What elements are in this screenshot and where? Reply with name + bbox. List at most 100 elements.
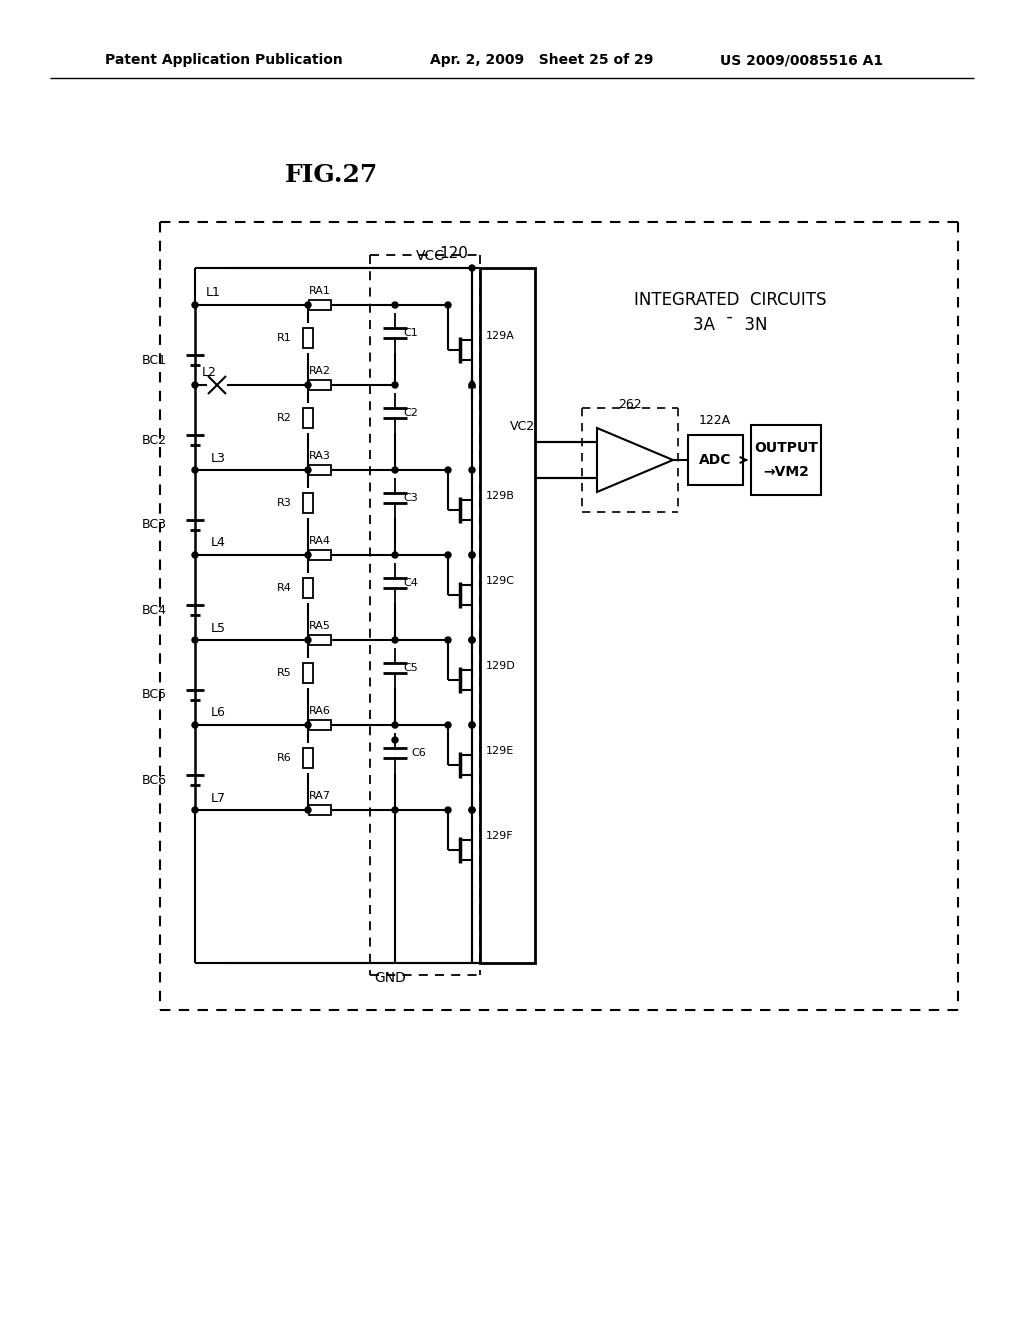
Text: →VM2: →VM2 — [763, 465, 809, 479]
Circle shape — [445, 302, 451, 308]
Text: RA1: RA1 — [309, 286, 331, 296]
Text: RA7: RA7 — [309, 791, 331, 801]
Text: L1: L1 — [206, 286, 220, 300]
Circle shape — [445, 807, 451, 813]
Text: RA6: RA6 — [309, 706, 331, 715]
Circle shape — [305, 722, 311, 729]
Text: Patent Application Publication: Patent Application Publication — [105, 53, 343, 67]
Circle shape — [392, 381, 398, 388]
Text: R4: R4 — [278, 583, 292, 593]
Bar — [309, 550, 331, 560]
Circle shape — [193, 638, 198, 643]
Text: R6: R6 — [278, 752, 292, 763]
Text: GND: GND — [374, 972, 406, 985]
Text: 129F: 129F — [486, 832, 514, 841]
Text: BC5: BC5 — [142, 689, 167, 701]
Circle shape — [469, 722, 475, 729]
Bar — [303, 408, 313, 428]
Text: INTEGRATED  CIRCUITS: INTEGRATED CIRCUITS — [634, 290, 826, 309]
Text: 3A  ¯  3N: 3A ¯ 3N — [693, 315, 767, 334]
Text: RA3: RA3 — [309, 451, 331, 461]
Text: BC6: BC6 — [142, 774, 167, 787]
Bar — [309, 805, 331, 814]
Text: C4: C4 — [403, 578, 419, 587]
Text: R2: R2 — [278, 413, 292, 422]
Bar — [303, 748, 313, 768]
Text: C3: C3 — [403, 492, 419, 503]
Text: R5: R5 — [278, 668, 292, 678]
Circle shape — [469, 807, 475, 813]
Circle shape — [392, 552, 398, 558]
Text: ADC: ADC — [698, 453, 731, 467]
Circle shape — [469, 807, 475, 813]
Circle shape — [193, 467, 198, 473]
Text: VC2: VC2 — [510, 421, 536, 433]
Circle shape — [469, 467, 475, 473]
Circle shape — [445, 552, 451, 558]
Bar — [480, 268, 535, 964]
Circle shape — [469, 381, 475, 388]
Text: 129C: 129C — [486, 576, 515, 586]
Circle shape — [392, 638, 398, 643]
Bar — [303, 578, 313, 598]
Text: VCC: VCC — [416, 249, 444, 263]
Text: C1: C1 — [403, 327, 419, 338]
Circle shape — [392, 737, 398, 743]
Text: C2: C2 — [403, 408, 419, 418]
Text: L2: L2 — [202, 367, 216, 380]
Text: BC3: BC3 — [142, 519, 167, 532]
Circle shape — [445, 722, 451, 729]
Text: RA4: RA4 — [309, 536, 331, 546]
Circle shape — [469, 722, 475, 729]
Circle shape — [392, 722, 398, 729]
Text: US 2009/0085516 A1: US 2009/0085516 A1 — [720, 53, 883, 67]
Text: L6: L6 — [211, 706, 225, 719]
Bar — [303, 492, 313, 513]
Circle shape — [469, 552, 475, 558]
Text: BC1: BC1 — [142, 354, 167, 367]
Circle shape — [445, 467, 451, 473]
Text: 122A: 122A — [699, 414, 731, 428]
Text: C6: C6 — [411, 748, 426, 758]
Circle shape — [392, 807, 398, 813]
Text: 129B: 129B — [486, 491, 515, 502]
Circle shape — [469, 265, 475, 271]
Text: R3: R3 — [278, 498, 292, 508]
Text: L4: L4 — [211, 536, 225, 549]
Text: L7: L7 — [211, 792, 225, 804]
Bar — [751, 425, 821, 495]
Text: OUTPUT: OUTPUT — [754, 441, 818, 455]
Text: L3: L3 — [211, 451, 225, 465]
Text: Apr. 2, 2009   Sheet 25 of 29: Apr. 2, 2009 Sheet 25 of 29 — [430, 53, 653, 67]
Bar — [309, 300, 331, 310]
Text: RA2: RA2 — [309, 366, 331, 376]
Bar — [309, 719, 331, 730]
Text: 262: 262 — [618, 399, 642, 412]
Circle shape — [305, 807, 311, 813]
Circle shape — [305, 302, 311, 308]
Circle shape — [469, 638, 475, 643]
Text: FIG.27: FIG.27 — [285, 162, 378, 187]
Text: BC2: BC2 — [142, 433, 167, 446]
Circle shape — [392, 302, 398, 308]
Circle shape — [193, 722, 198, 729]
Circle shape — [392, 467, 398, 473]
Bar — [309, 380, 331, 389]
Circle shape — [469, 552, 475, 558]
Bar — [303, 327, 313, 348]
Circle shape — [469, 638, 475, 643]
Bar — [688, 436, 743, 484]
Text: 120: 120 — [439, 247, 468, 261]
Circle shape — [193, 381, 198, 388]
Text: R1: R1 — [278, 333, 292, 343]
Circle shape — [305, 381, 311, 388]
Circle shape — [193, 807, 198, 813]
Text: BC4: BC4 — [142, 603, 167, 616]
Text: 129E: 129E — [486, 746, 514, 756]
Text: 129A: 129A — [486, 331, 515, 341]
Text: C5: C5 — [403, 663, 419, 673]
Circle shape — [305, 467, 311, 473]
Text: 129D: 129D — [486, 661, 516, 671]
Circle shape — [305, 552, 311, 558]
Circle shape — [445, 638, 451, 643]
